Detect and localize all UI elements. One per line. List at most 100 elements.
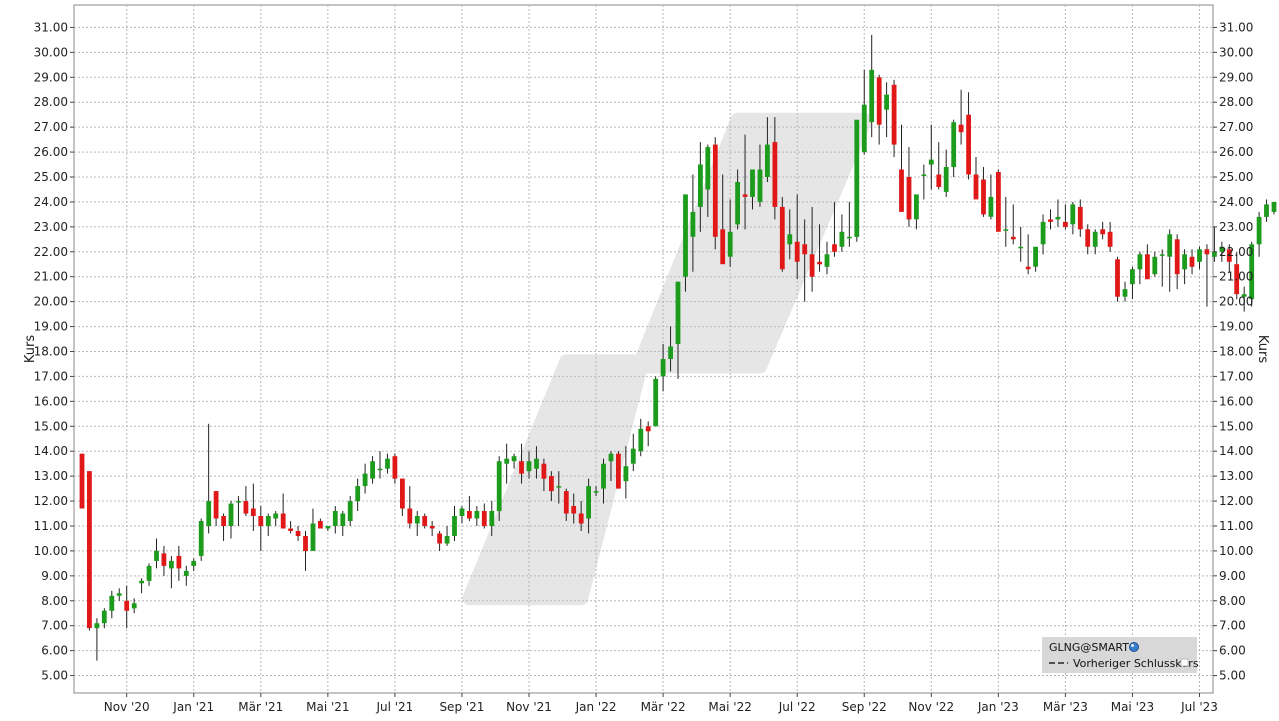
candle [1077, 199, 1083, 237]
candle-body [757, 169, 763, 202]
candle-body [914, 194, 919, 220]
candle [578, 501, 584, 531]
candle-body [1182, 254, 1187, 270]
candle [1040, 214, 1046, 255]
y-tick-label-right: 19.00 [1219, 320, 1253, 334]
candle-body [385, 458, 390, 469]
candle [802, 219, 808, 302]
candle-body [1063, 221, 1068, 227]
candle [1092, 229, 1098, 255]
candle [87, 471, 92, 631]
candle-body [206, 501, 212, 526]
candle [1010, 204, 1016, 245]
candle-body [534, 458, 539, 469]
candle [325, 525, 331, 531]
candle-body [578, 513, 584, 524]
candle-body [250, 508, 256, 516]
y-tick-label-right: 20.00 [1219, 295, 1253, 309]
y-tick-label-right: 13.00 [1219, 469, 1253, 483]
candle [563, 488, 569, 521]
candle-body [340, 513, 346, 526]
candle [876, 74, 882, 145]
x-tick-label: Mai '21 [306, 700, 349, 714]
candle [1055, 199, 1061, 227]
candle [161, 545, 167, 576]
candle [809, 206, 815, 292]
candle-body [1107, 231, 1113, 247]
candle-body [645, 426, 651, 432]
candle [884, 82, 889, 138]
y-tick-label-left: 22.00 [34, 245, 68, 259]
legend-entry-label: Vorheriger Schlusskurs [1073, 657, 1199, 670]
candle [377, 451, 383, 479]
candle-body [526, 461, 532, 472]
candle-body [1197, 249, 1202, 262]
candle-body [1226, 249, 1232, 262]
candle-body [1234, 264, 1240, 295]
candle-body [1130, 269, 1135, 285]
candle [839, 214, 845, 252]
candle [1159, 249, 1165, 287]
candle [310, 508, 316, 551]
x-tick-label: Jan '21 [172, 700, 214, 714]
y-tick-label-left: 16.00 [34, 394, 68, 408]
y-axis-title-right: Kurs [1255, 335, 1270, 363]
candle [1137, 251, 1143, 285]
candle [131, 598, 137, 614]
candle-body [1018, 246, 1024, 249]
y-axis-title-left: Kurs [23, 335, 38, 363]
y-tick-label-right: 25.00 [1219, 170, 1253, 184]
candle-body [1241, 294, 1247, 297]
candle-body [1271, 201, 1277, 212]
candle-body [936, 174, 942, 187]
candle-body [906, 177, 912, 220]
candle [705, 144, 711, 217]
x-tick-label: Jan '23 [977, 700, 1019, 714]
candle [1167, 229, 1173, 292]
candle-body [1003, 229, 1009, 231]
candle [921, 164, 927, 200]
y-tick-label-left: 28.00 [34, 95, 68, 109]
y-tick-label-right: 12.00 [1219, 494, 1253, 508]
candle-body [303, 536, 308, 551]
candle [832, 201, 837, 257]
candle-body [802, 244, 808, 255]
x-tick-label: Mai '22 [708, 700, 751, 714]
candle-body [273, 513, 279, 519]
candle [459, 506, 465, 524]
y-tick-label-left: 20.00 [34, 295, 68, 309]
candle-body [79, 453, 85, 509]
x-tick-label: Mär '21 [238, 700, 283, 714]
y-tick-label-left: 26.00 [34, 145, 68, 159]
candle-body [951, 122, 957, 168]
candle [698, 142, 703, 232]
candle-body [1219, 246, 1225, 252]
candle [437, 530, 442, 551]
candle [392, 453, 398, 484]
candle [690, 174, 696, 272]
legend-toggle-checkbox[interactable] [1180, 658, 1189, 667]
candle-body [772, 142, 778, 207]
candle-body [1115, 259, 1120, 297]
y-tick-label-right: 23.00 [1219, 220, 1253, 234]
candle [586, 478, 591, 534]
candle [824, 241, 830, 275]
candle-body [1152, 256, 1158, 275]
y-tick-label-left: 30.00 [34, 45, 68, 59]
x-tick-label: Mär '22 [641, 700, 686, 714]
candle [213, 491, 219, 526]
candle-body [891, 84, 897, 145]
candle [1212, 226, 1217, 262]
candle-body [981, 179, 986, 215]
y-tick-label-right: 15.00 [1219, 419, 1253, 433]
info-icon[interactable] [1129, 642, 1139, 652]
candle [571, 493, 577, 524]
candle [94, 618, 100, 661]
candle-body [1048, 219, 1053, 222]
candle [489, 501, 495, 536]
candle-body [474, 511, 480, 519]
candle-body [519, 461, 524, 474]
x-tick-label: Jan '22 [575, 700, 617, 714]
candle-body [504, 458, 510, 464]
candle [750, 169, 755, 210]
